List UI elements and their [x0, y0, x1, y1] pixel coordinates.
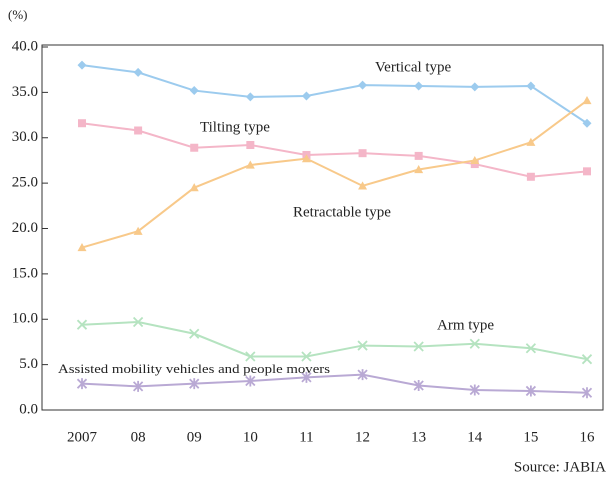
- series-label: Vertical type: [375, 59, 452, 75]
- marker: [189, 86, 199, 96]
- y-tick-label: 40.0: [12, 38, 38, 54]
- marker: [413, 379, 424, 391]
- marker: [414, 81, 424, 91]
- marker: [77, 243, 87, 252]
- marker: [414, 165, 424, 174]
- marker: [190, 143, 199, 152]
- x-tick-label: 09: [187, 429, 202, 445]
- marker: [469, 338, 480, 349]
- marker: [583, 167, 591, 176]
- y-tick-label: 15.0: [12, 265, 38, 281]
- x-tick-label: 14: [467, 429, 483, 445]
- marker: [301, 371, 312, 383]
- series-label: Arm type: [437, 317, 494, 333]
- series-line: [81, 122, 588, 178]
- y-tick-label: 35.0: [12, 84, 38, 100]
- x-tick-label: 15: [523, 429, 538, 445]
- marker: [133, 67, 143, 77]
- marker: [189, 328, 200, 339]
- marker: [189, 378, 200, 390]
- marker: [526, 81, 536, 91]
- marker: [582, 118, 592, 128]
- marker: [414, 151, 423, 160]
- marker: [132, 316, 144, 328]
- y-tick-label: 10.0: [12, 311, 38, 327]
- marker: [132, 380, 144, 392]
- series-label: Retractable type: [293, 204, 391, 220]
- y-unit: (%): [8, 7, 28, 22]
- marker: [413, 341, 424, 352]
- y-tick-label: 5.0: [19, 356, 38, 372]
- marker: [245, 351, 256, 362]
- marker: [358, 149, 367, 158]
- marker: [301, 154, 311, 163]
- x-tick-label: 11: [299, 429, 313, 445]
- y-tick-label: 30.0: [12, 129, 38, 145]
- x-tick-label: 08: [131, 429, 146, 445]
- series-line: [81, 64, 588, 125]
- marker: [469, 384, 480, 396]
- marker: [189, 183, 199, 192]
- marker: [245, 92, 255, 102]
- marker: [134, 126, 143, 135]
- marker: [77, 60, 87, 70]
- marker: [246, 141, 255, 150]
- source: Source: JABIA: [514, 459, 606, 475]
- series-line: [81, 373, 588, 394]
- marker: [470, 82, 480, 92]
- marker: [526, 172, 535, 181]
- series-line: [81, 320, 588, 361]
- marker: [78, 119, 86, 128]
- marker: [245, 375, 256, 387]
- y-tick-label: 25.0: [12, 175, 38, 191]
- marker: [525, 343, 537, 354]
- marker: [133, 226, 143, 235]
- marker: [358, 80, 368, 90]
- marker: [582, 96, 592, 105]
- marker: [470, 155, 480, 165]
- marker: [76, 319, 88, 330]
- series-label: Assisted mobility vehicles and people mo…: [58, 361, 330, 376]
- x-tick-label: 10: [243, 429, 258, 445]
- marker: [301, 351, 312, 362]
- x-tick-label: 12: [355, 429, 370, 445]
- marker: [76, 378, 88, 390]
- marker: [358, 181, 368, 190]
- series-line: [81, 99, 588, 249]
- x-tick-label: 13: [411, 429, 426, 445]
- marker: [526, 137, 536, 146]
- x-tick-label: 2007: [67, 429, 98, 445]
- y-tick-label: 0.0: [19, 401, 38, 417]
- x-tick-label: 16: [580, 429, 596, 445]
- marker: [301, 91, 311, 101]
- marker: [357, 369, 368, 381]
- marker: [245, 160, 255, 169]
- series-label: Tilting type: [200, 119, 270, 135]
- marker: [525, 385, 537, 397]
- marker: [470, 160, 479, 169]
- marker: [357, 340, 368, 351]
- marker: [581, 354, 593, 365]
- plot-frame: [41, 44, 604, 411]
- marker: [581, 387, 593, 399]
- y-tick-label: 20.0: [12, 220, 38, 236]
